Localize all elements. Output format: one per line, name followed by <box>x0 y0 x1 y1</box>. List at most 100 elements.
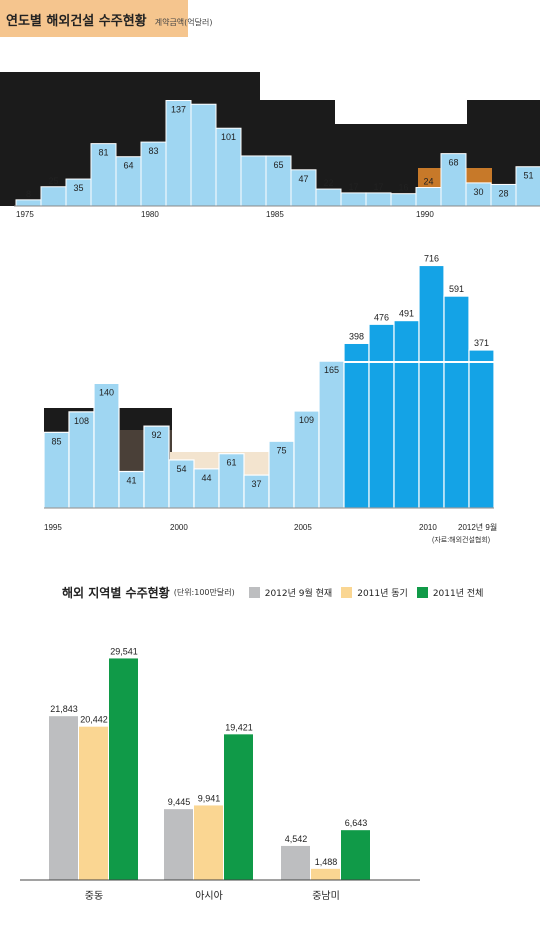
x-tick-label: 1995 <box>44 523 62 532</box>
bar <box>224 734 253 880</box>
data-label: 16 <box>398 183 408 193</box>
legend-swatch-gray <box>248 586 260 598</box>
annual-orders-chart-1995-2012: 85 108 140 41 92 54 44 61 37 75 109 165 398 476 491 716… <box>43 253 497 544</box>
data-label: 28 <box>498 188 508 198</box>
bar <box>268 440 295 509</box>
x-tick-label: 1990 <box>416 210 434 219</box>
background-notch <box>260 72 335 100</box>
data-label: 54 <box>176 464 186 474</box>
data-label: 101 <box>221 132 236 142</box>
x-tick-label: 1980 <box>141 210 159 219</box>
bar <box>468 349 495 509</box>
data-label: 20,442 <box>80 715 108 725</box>
data-label: 44 <box>201 473 211 483</box>
chart-unit: 계약금액(억달러) <box>154 18 213 27</box>
data-label: 75 <box>276 445 286 455</box>
bar <box>290 169 317 207</box>
legend-item-2011-same-period: 2011년 동기 <box>341 586 408 599</box>
legend-label: 2011년 전체 <box>432 588 484 599</box>
background-notch <box>467 72 540 100</box>
x-tick-label: 1985 <box>266 210 284 219</box>
background-notch <box>335 72 467 124</box>
legend-item-2011-total: 2011년 전체 <box>416 586 484 599</box>
data-label: 29,541 <box>110 646 138 656</box>
bar <box>311 868 340 880</box>
data-label: 35 <box>73 183 83 193</box>
data-label: 22 <box>323 178 333 188</box>
data-label: 17 <box>348 182 358 192</box>
bar <box>443 295 470 509</box>
data-label: 137 <box>171 105 186 115</box>
data-label: 61 <box>226 458 236 468</box>
legend-swatch-peach <box>341 586 353 598</box>
bar <box>218 453 245 509</box>
bar <box>109 658 138 880</box>
data-label: 37 <box>251 479 261 489</box>
bar <box>49 716 78 880</box>
category-label: 중동 <box>85 890 103 902</box>
data-label: 81 <box>98 148 108 158</box>
data-label: 19,421 <box>225 722 253 732</box>
bar <box>341 830 370 880</box>
annual-orders-chart-1975-1994: 8253581648313710165472217171624683028517… <box>0 72 540 219</box>
source-note: (자료:해외건설협회) <box>432 535 490 544</box>
data-label: 83 <box>148 146 158 156</box>
data-label: 1,488 <box>315 857 338 867</box>
data-label: 716 <box>424 253 439 263</box>
x-tick-label: 1975 <box>16 210 34 219</box>
data-label: 41 <box>126 476 136 486</box>
bar <box>164 809 193 880</box>
bar <box>240 155 267 207</box>
data-label: 9,445 <box>168 797 191 807</box>
data-label: 21,843 <box>50 704 78 714</box>
data-label: 30 <box>473 187 483 197</box>
legend-label: 2011년 동기 <box>357 588 408 599</box>
data-label: 371 <box>474 338 489 348</box>
data-label: 4,542 <box>285 834 308 844</box>
data-label: 64 <box>123 161 133 171</box>
legend-swatch-green <box>416 586 428 598</box>
data-label: 85 <box>51 436 61 446</box>
bar <box>343 342 370 509</box>
data-label: 25 <box>48 176 58 186</box>
category-label: 아시아 <box>195 890 223 902</box>
x-tick-label: 2000 <box>170 523 188 532</box>
data-label: 591 <box>449 284 464 294</box>
chart-title: 연도별 해외건설 수주현황 <box>6 14 147 29</box>
data-label: 398 <box>349 331 364 341</box>
bar <box>318 360 345 509</box>
data-label: 109 <box>299 415 314 425</box>
data-label: 24 <box>423 177 433 187</box>
legend-label: 2012년 9월 현재 <box>264 588 333 599</box>
data-label: 92 <box>151 430 161 440</box>
data-label: 9,941 <box>198 793 221 803</box>
data-label: 491 <box>399 309 414 319</box>
bar <box>194 805 223 880</box>
data-label: 51 <box>523 171 533 181</box>
data-label: 47 <box>298 174 308 184</box>
bar <box>190 103 217 207</box>
data-label: 165 <box>324 365 339 375</box>
bar <box>281 845 310 880</box>
bar <box>79 726 108 880</box>
data-label: 108 <box>74 416 89 426</box>
bar <box>418 264 445 509</box>
data-label: 17 <box>373 182 383 192</box>
data-label: 65 <box>273 160 283 170</box>
data-label: 6,643 <box>345 818 368 828</box>
bar <box>393 320 420 509</box>
x-tick-label: 2012년 9월 <box>458 522 497 532</box>
data-label: 8 <box>26 189 31 199</box>
regional-chart-unit: (단위:100만달러) <box>173 587 235 597</box>
category-label: 중남미 <box>312 890 340 902</box>
x-tick-label: 2005 <box>294 523 312 532</box>
regional-chart-title: 해외 지역별 수주현황 <box>62 585 170 600</box>
regional-legend: 해외 지역별 수주현황 (단위:100만달러) 2012년 9월 현재 2011… <box>62 582 492 602</box>
legend-item-2012: 2012년 9월 현재 <box>248 586 333 599</box>
chart-title-tab: 연도별 해외건설 수주현황 계약금액(억달러) <box>0 0 212 37</box>
x-tick-label: 2010 <box>419 523 437 532</box>
bar <box>368 323 395 509</box>
data-label: 68 <box>448 158 458 168</box>
data-label: 140 <box>99 387 114 397</box>
